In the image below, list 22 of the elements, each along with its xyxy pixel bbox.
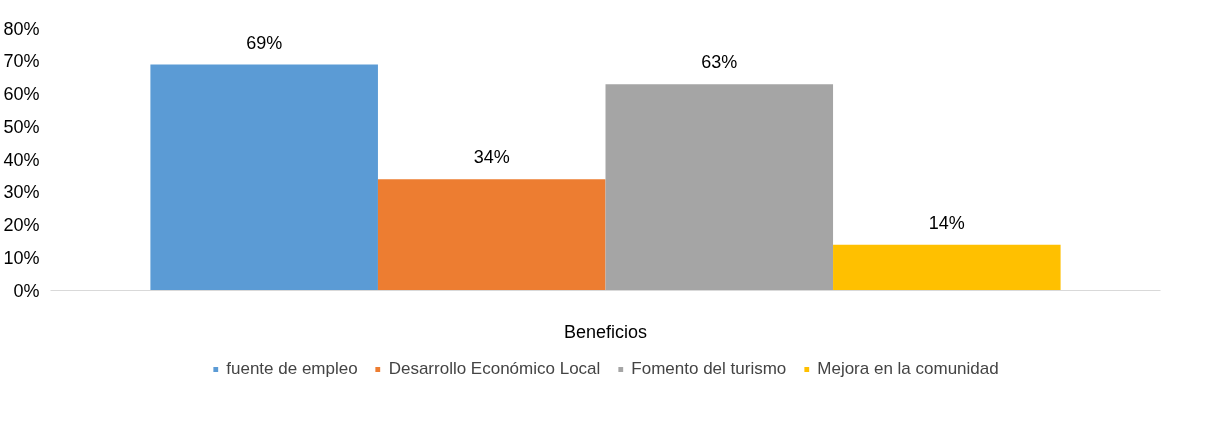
y-tick-label: 10%: [3, 247, 40, 268]
y-tick-label: 60%: [3, 84, 40, 104]
bar: [833, 244, 1061, 291]
y-tick-label: 80%: [3, 18, 40, 39]
y-tick-label: 40%: [3, 149, 40, 170]
data-label: 69%: [246, 32, 283, 53]
data-label: 34%: [473, 147, 510, 168]
data-label: 14%: [928, 212, 965, 233]
legend-label: Mejora en la comunidad: [817, 359, 999, 379]
bar: [377, 179, 606, 291]
bar: [150, 64, 378, 291]
data-label: 63%: [701, 52, 738, 73]
y-tick-label: 70%: [3, 51, 40, 72]
y-tick-label: 50%: [3, 116, 40, 137]
bar: [605, 84, 834, 291]
legend-label: Desarrollo Económico Local: [388, 359, 601, 379]
legend-label: Fomento del turismo: [631, 359, 787, 379]
y-tick-label: 30%: [3, 182, 40, 203]
legend-label: fuente de empleo: [226, 359, 358, 379]
y-tick-label: 0%: [13, 280, 40, 301]
x-tick-label: Beneficios: [563, 321, 648, 342]
y-tick-label: 20%: [3, 215, 40, 235]
